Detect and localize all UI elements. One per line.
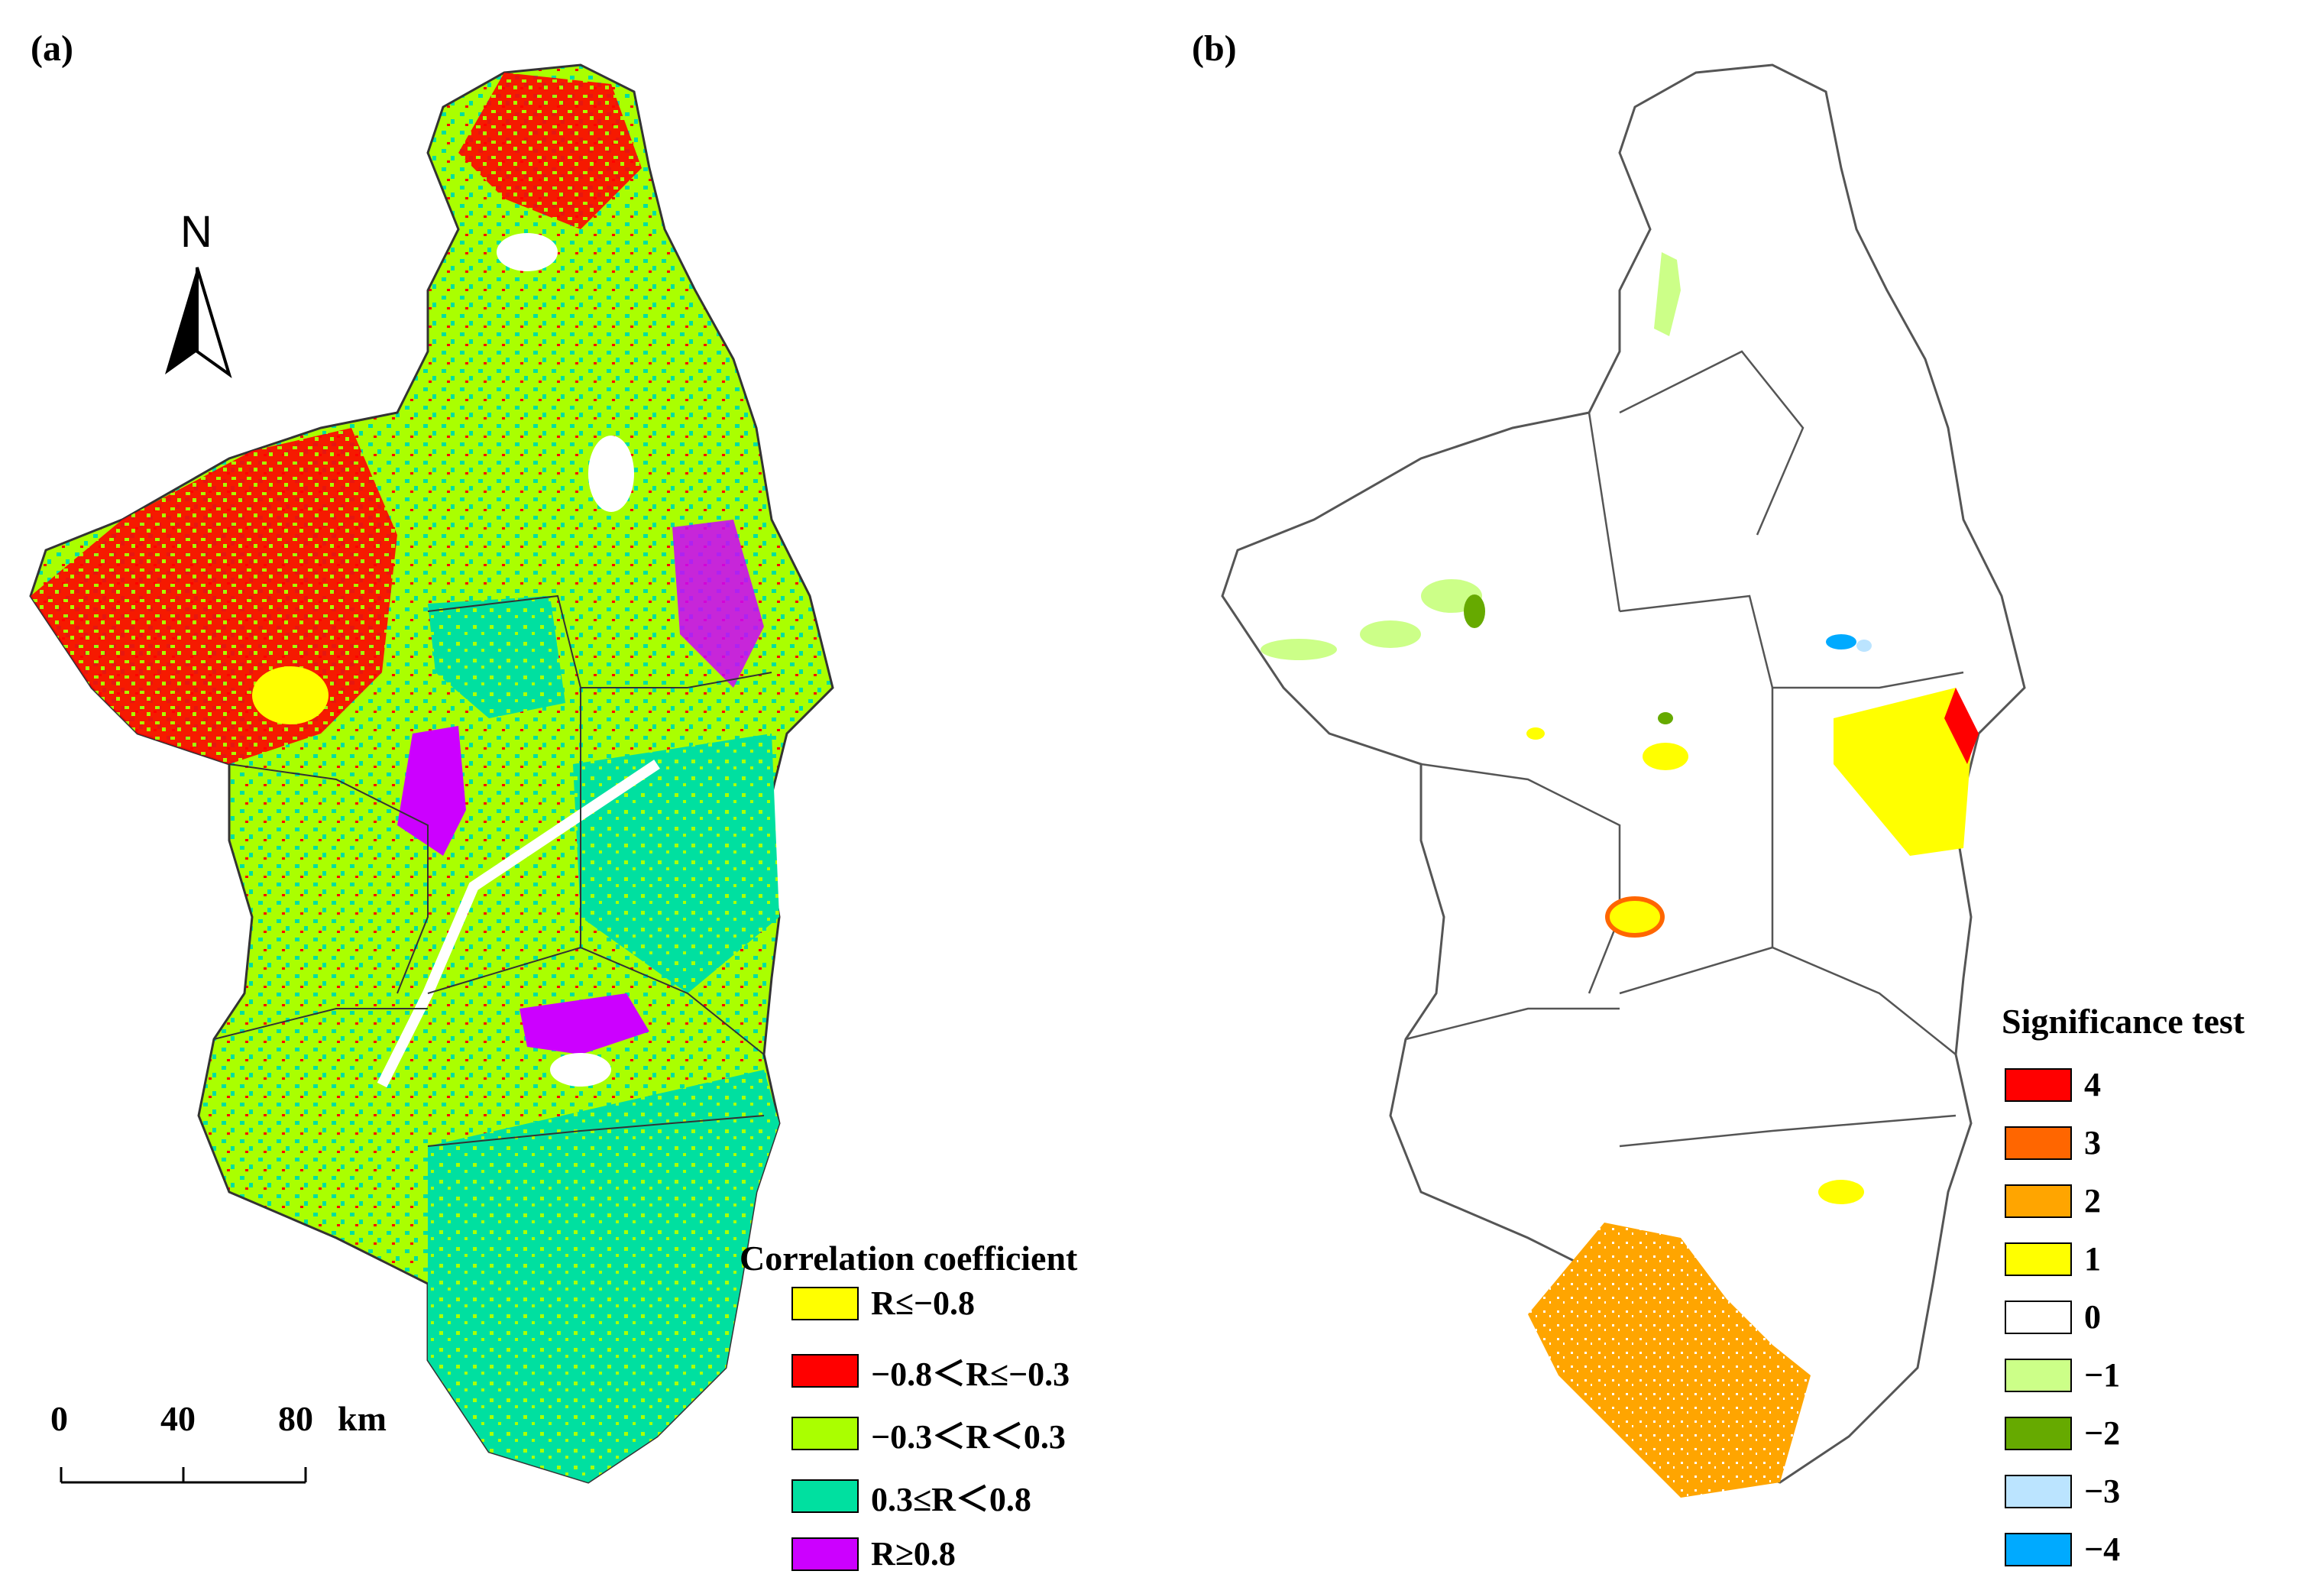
legend-a-label: R≤−0.8 bbox=[871, 1284, 975, 1322]
map-a-purple-center bbox=[397, 726, 466, 856]
scale-bar bbox=[60, 1467, 307, 1484]
map-a-teal-east bbox=[573, 734, 779, 993]
panel-label-b: (b) bbox=[1192, 28, 1237, 69]
legend-b-item: 3 bbox=[2005, 1123, 2101, 1162]
map-b-lightgreen-west bbox=[1261, 252, 1681, 660]
legend-a-swatch bbox=[791, 1286, 859, 1320]
legend-b-label: 0 bbox=[2084, 1298, 2101, 1336]
legend-b-item: −2 bbox=[2005, 1414, 2120, 1453]
legend-b-swatch bbox=[2005, 1067, 2072, 1102]
panel-label-a: (a) bbox=[31, 28, 73, 69]
map-b-blue bbox=[1826, 634, 1872, 652]
map-a-boundaries bbox=[213, 594, 772, 1147]
legend-a-swatch bbox=[791, 1479, 859, 1513]
map-a-red-north bbox=[458, 73, 642, 229]
map-a-purple-south bbox=[520, 993, 649, 1054]
map-b-yellow-east bbox=[1834, 688, 1971, 856]
legend-b-label: 2 bbox=[2084, 1182, 2101, 1220]
scale-tick-40: 40 bbox=[160, 1399, 196, 1438]
scale-tick-0: 0 bbox=[50, 1399, 68, 1438]
scale-unit: km bbox=[338, 1399, 387, 1438]
legend-b-swatch bbox=[2005, 1242, 2072, 1276]
legend-b-swatch bbox=[2005, 1532, 2072, 1566]
map-a-teal-south bbox=[428, 1070, 779, 1482]
map-a-yellow-cluster bbox=[252, 666, 329, 724]
legend-b-title: Significance test bbox=[2002, 1002, 2245, 1041]
legend-b-item: 2 bbox=[2005, 1181, 2101, 1220]
map-b-red-edge bbox=[1944, 688, 1979, 764]
legend-b-swatch bbox=[2005, 1300, 2072, 1334]
north-arrow-label: N bbox=[180, 207, 212, 257]
map-a-river bbox=[377, 760, 660, 1088]
legend-a-item: 0.3≤R＜0.8 bbox=[791, 1472, 1031, 1521]
legend-a-swatch bbox=[791, 1417, 859, 1450]
legend-a-label: −0.8＜R≤−0.3 bbox=[871, 1356, 1070, 1393]
legend-a-label: 0.3≤R＜0.8 bbox=[871, 1481, 1031, 1518]
map-b-yellow-scatter bbox=[1526, 727, 1864, 1204]
legend-a-item: R≥0.8 bbox=[791, 1534, 956, 1573]
legend-b-swatch bbox=[2005, 1184, 2072, 1218]
map-b-darkgreen bbox=[1464, 594, 1673, 724]
legend-a-item: −0.3＜R＜0.3 bbox=[791, 1409, 1066, 1458]
legend-b-label: −3 bbox=[2084, 1472, 2121, 1510]
legend-b-item: −3 bbox=[2005, 1472, 2120, 1511]
legend-b-label: −1 bbox=[2084, 1356, 2121, 1394]
legend-b-swatch bbox=[2005, 1126, 2072, 1160]
legend-b-swatch bbox=[2005, 1474, 2072, 1508]
legend-a-label: R≥0.8 bbox=[871, 1535, 956, 1573]
legend-b-item: −1 bbox=[2005, 1356, 2120, 1395]
map-a-purple-east bbox=[672, 520, 764, 688]
legend-a-swatch bbox=[791, 1354, 859, 1388]
map-b-boundaries bbox=[1405, 350, 1964, 1148]
legend-b-item: 0 bbox=[2005, 1297, 2101, 1336]
legend-b-item: −4 bbox=[2005, 1530, 2120, 1569]
legend-b-swatch bbox=[2005, 1416, 2072, 1450]
map-a-lake bbox=[588, 436, 634, 512]
legend-a-title: Correlation coefficient bbox=[740, 1239, 1078, 1278]
north-arrow bbox=[165, 267, 232, 379]
legend-b-swatch bbox=[2005, 1358, 2072, 1392]
map-b-orange-south bbox=[1528, 1223, 1811, 1498]
legend-a-item: R≤−0.8 bbox=[791, 1284, 975, 1323]
legend-b-item: 1 bbox=[2005, 1239, 2101, 1278]
map-a-teal-center bbox=[428, 596, 565, 718]
legend-a-item: −0.8＜R≤−0.3 bbox=[791, 1346, 1070, 1395]
map-b-yellow-center bbox=[1605, 896, 1665, 938]
legend-b-label: −4 bbox=[2084, 1531, 2121, 1568]
scale-tick-80: 80 bbox=[278, 1399, 313, 1438]
map-a-lake bbox=[497, 233, 558, 271]
map-a-lake bbox=[550, 1053, 611, 1087]
legend-a-swatch bbox=[791, 1537, 859, 1571]
legend-b-label: −2 bbox=[2084, 1414, 2121, 1452]
legend-b-item: 4 bbox=[2005, 1065, 2101, 1104]
legend-b-label: 4 bbox=[2084, 1066, 2101, 1103]
legend-b-label: 1 bbox=[2084, 1240, 2101, 1278]
legend-b-label: 3 bbox=[2084, 1124, 2101, 1161]
legend-a-label: −0.3＜R＜0.3 bbox=[871, 1418, 1066, 1456]
